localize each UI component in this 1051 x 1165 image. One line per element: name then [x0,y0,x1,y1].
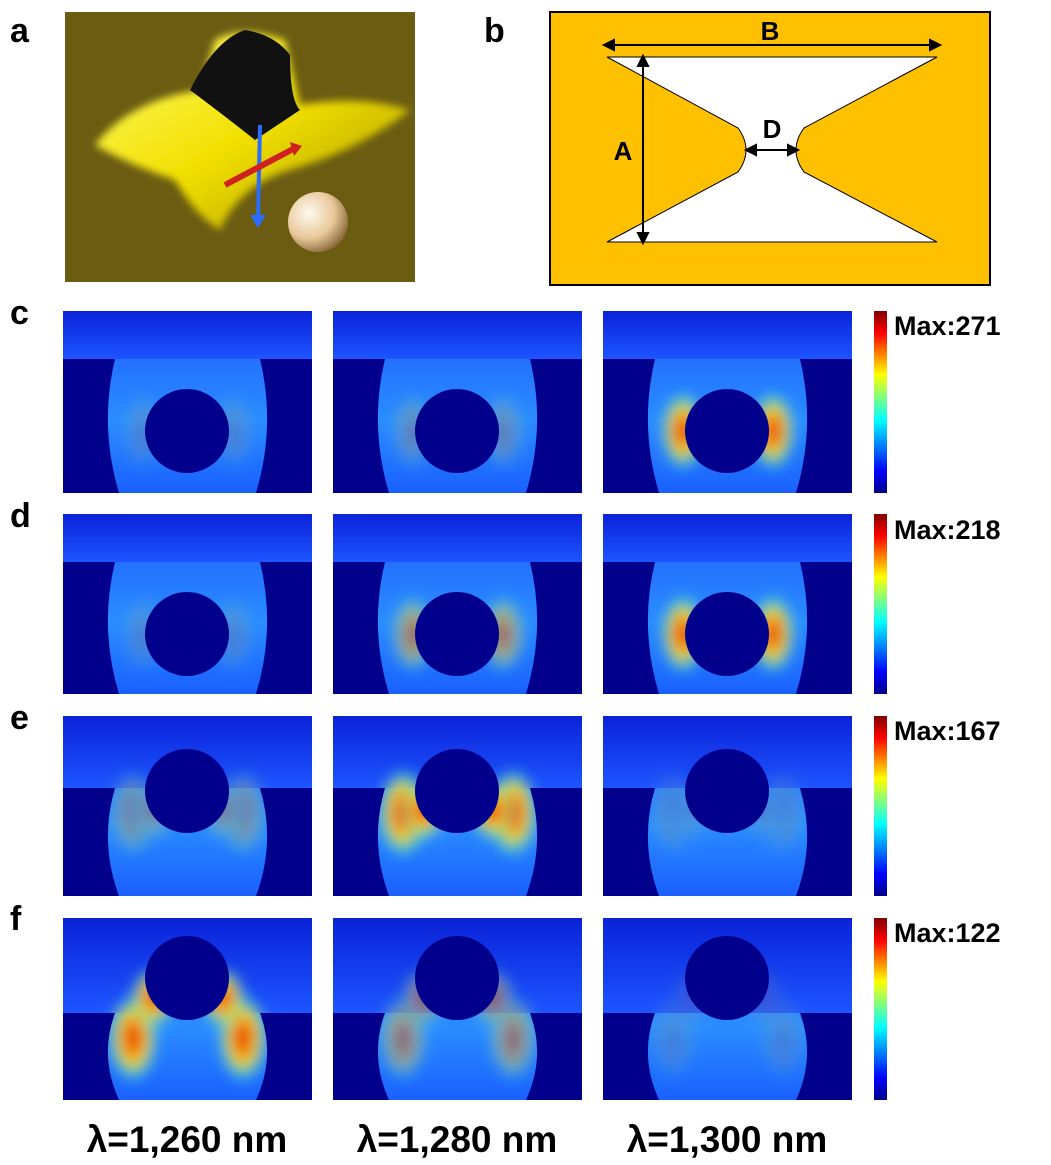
top-field [603,311,852,359]
particle [685,749,769,833]
wavelength-label: λ=1,260 nm [87,1119,288,1160]
panel-label: a [10,12,30,50]
particle [145,389,229,473]
field-map [63,918,312,1100]
panel-label: c [10,294,29,332]
field-map [63,311,312,493]
field-map [603,311,852,493]
particle [145,749,229,833]
top-field [333,514,582,562]
render-panel [65,12,415,282]
field-map [63,514,312,694]
field-map [333,311,582,493]
wavelength-label: λ=1,280 nm [357,1119,558,1160]
schematic-panel: B A D [550,12,990,285]
panel-label: b [484,12,505,50]
colorbar [874,918,887,1100]
field-map [603,514,852,694]
colorbar [874,514,887,694]
figure: B A D a b c d e f Max:271 Max:218 Max:16… [0,0,1051,1160]
particle [685,592,769,676]
top-field [63,514,312,562]
particle [415,749,499,833]
top-field [603,514,852,562]
field-content [603,514,852,694]
colorbar [874,311,887,493]
field-map [333,716,582,896]
max-label: Max:271 [894,311,1001,341]
panel-label: f [10,900,22,938]
field-map [63,716,312,896]
field-content [333,311,582,493]
field-map [333,918,582,1100]
top-field [333,311,582,359]
field-content [603,311,852,493]
top-field [63,311,312,359]
wavelength-label: λ=1,300 nm [627,1119,828,1160]
field-content [603,716,852,896]
colorbar [874,716,887,896]
field-map [333,514,582,694]
field-map [603,918,852,1100]
particle [145,592,229,676]
panel-label: d [10,497,31,535]
dimension-label: B [761,16,780,46]
field-content [63,311,312,493]
field-content [63,716,312,896]
dimension-label: D [763,114,782,144]
field-map [603,716,852,896]
particle [415,389,499,473]
particle [145,936,229,1020]
particle [685,389,769,473]
dimension-label: A [614,136,633,166]
field-content [603,918,852,1100]
max-label: Max:122 [894,918,1001,948]
field-content [333,918,582,1100]
field-content [63,918,312,1100]
max-label: Max:218 [894,515,1001,545]
field-content [333,514,582,694]
particle [415,592,499,676]
particle [685,936,769,1020]
field-content [63,514,312,694]
panel-label: e [10,699,29,737]
max-label: Max:167 [894,716,1001,746]
field-content [333,716,582,896]
particle [415,936,499,1020]
